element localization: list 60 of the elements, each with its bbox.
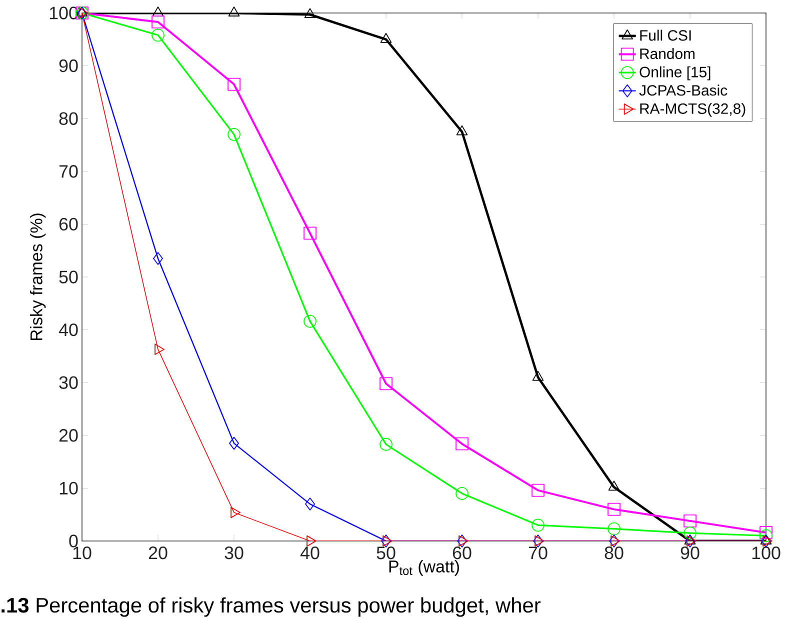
x-tick-label: 40 (300, 546, 320, 560)
x-tick-label: 80 (604, 546, 624, 560)
point (228, 78, 240, 91)
point (153, 252, 163, 265)
point (228, 6, 240, 16)
x-tick-label: 100 (752, 546, 780, 560)
x-tick-label: 20 (148, 546, 168, 560)
point (152, 16, 164, 28)
point (152, 28, 164, 42)
y-tick-label: 20 (59, 429, 78, 442)
legend-label: RA-MCTS(32,8) (640, 102, 746, 117)
x-tick-label: 90 (680, 546, 700, 560)
y-tick-label: 30 (59, 376, 78, 389)
point (229, 436, 239, 450)
point (760, 529, 772, 542)
legend-label: Full CSI (640, 30, 691, 41)
point (532, 518, 544, 532)
point (304, 8, 316, 18)
point (608, 502, 620, 516)
y-tick-label: 90 (59, 59, 78, 72)
point (608, 522, 620, 536)
y-tick-label: 10 (60, 482, 78, 495)
y-tick-label: 40 (58, 323, 78, 336)
legend-label: Online [15] (640, 66, 710, 80)
text: .13 Percentage of risky frames versus power budget, wher (2, 597, 541, 617)
point (608, 480, 620, 491)
legend-label: JCPAS-Basic (639, 84, 728, 96)
x-tick-label: 70 (528, 546, 548, 560)
point (532, 370, 544, 381)
point (684, 534, 696, 544)
y-tick-label: 0 (69, 534, 78, 548)
point (684, 514, 696, 528)
point (380, 438, 392, 451)
point (306, 535, 316, 547)
point (760, 526, 772, 539)
point (456, 487, 468, 500)
point (304, 314, 316, 328)
point (456, 125, 468, 136)
point (380, 377, 392, 390)
y-tick-label: 60 (59, 218, 78, 231)
x-tick-label: 10 (73, 546, 92, 560)
point (154, 344, 164, 355)
point (230, 506, 240, 518)
legend-label: Random (640, 48, 694, 60)
point (380, 32, 392, 43)
x-tick-label: 50 (376, 546, 396, 560)
x-tick-label: 30 (224, 546, 244, 560)
point (532, 484, 544, 497)
y-tick-label: 50 (59, 270, 78, 284)
point (456, 437, 468, 450)
point (304, 226, 316, 240)
y-tick-label: 80 (59, 112, 78, 125)
y-tick-label: 70 (59, 165, 78, 178)
point (305, 498, 315, 510)
point (760, 534, 772, 544)
point (228, 128, 240, 141)
x-tick-label: 60 (452, 546, 472, 560)
point (684, 526, 696, 540)
y-axis-title: Risky frames (%) (30, 214, 46, 340)
x-axis-title: P$_{tot}$ (watt) (389, 560, 459, 576)
